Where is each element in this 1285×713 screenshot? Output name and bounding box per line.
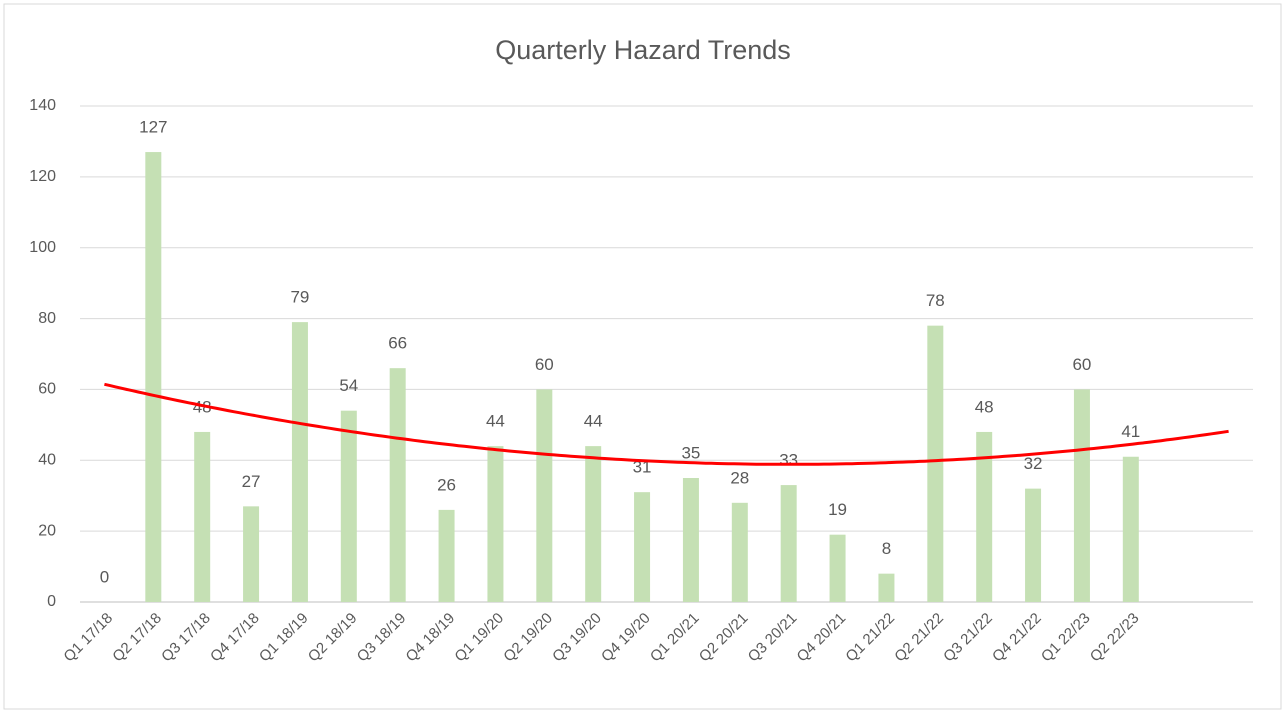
- bar: [585, 446, 602, 602]
- y-tick-label: 60: [38, 381, 56, 398]
- bar: [243, 506, 260, 602]
- y-tick-label: 100: [29, 239, 56, 256]
- bar: [194, 431, 211, 602]
- value-label: 28: [730, 468, 749, 487]
- value-label: 54: [339, 376, 358, 395]
- value-label: 60: [1072, 355, 1091, 374]
- bar: [927, 325, 944, 602]
- bar: [634, 492, 651, 602]
- y-tick-label: 80: [38, 310, 56, 327]
- y-tick-label: 0: [47, 593, 56, 610]
- y-tick-label: 20: [38, 522, 56, 539]
- y-tick-label: 120: [29, 168, 56, 185]
- value-label: 31: [633, 458, 652, 477]
- value-label: 48: [975, 397, 994, 416]
- value-label: 8: [882, 539, 891, 558]
- value-label: 32: [1024, 454, 1043, 473]
- value-label: 66: [388, 334, 407, 353]
- value-label: 78: [926, 291, 945, 310]
- y-tick-label: 140: [29, 97, 56, 114]
- bar: [340, 410, 357, 602]
- y-tick-label: 40: [38, 452, 56, 469]
- bar: [878, 573, 895, 602]
- bar: [487, 446, 504, 602]
- bar: [438, 509, 455, 602]
- bar: [780, 485, 797, 602]
- value-label: 27: [242, 472, 261, 491]
- bar: [1025, 488, 1042, 602]
- bar: [829, 534, 846, 602]
- bar: [1122, 456, 1139, 602]
- trendline: [104, 382, 1229, 466]
- chart-title: Quarterly Hazard Trends: [495, 35, 791, 65]
- bar: [682, 478, 699, 602]
- bar: [291, 322, 308, 602]
- value-label: 33: [779, 451, 798, 470]
- bar: [145, 152, 162, 603]
- value-label: 19: [828, 500, 847, 519]
- bar: [389, 368, 406, 602]
- value-label: 44: [584, 412, 603, 431]
- bar: [1073, 389, 1090, 602]
- value-label: 60: [535, 355, 554, 374]
- value-label: 127: [139, 118, 167, 137]
- value-label: 35: [681, 443, 700, 462]
- value-label: 26: [437, 475, 456, 494]
- value-label: 41: [1121, 422, 1140, 441]
- bar: [976, 431, 993, 602]
- bar: [731, 502, 748, 602]
- value-label: 0: [100, 567, 109, 586]
- bar: [536, 389, 553, 602]
- value-label: 44: [486, 412, 505, 431]
- value-label: 79: [290, 288, 309, 307]
